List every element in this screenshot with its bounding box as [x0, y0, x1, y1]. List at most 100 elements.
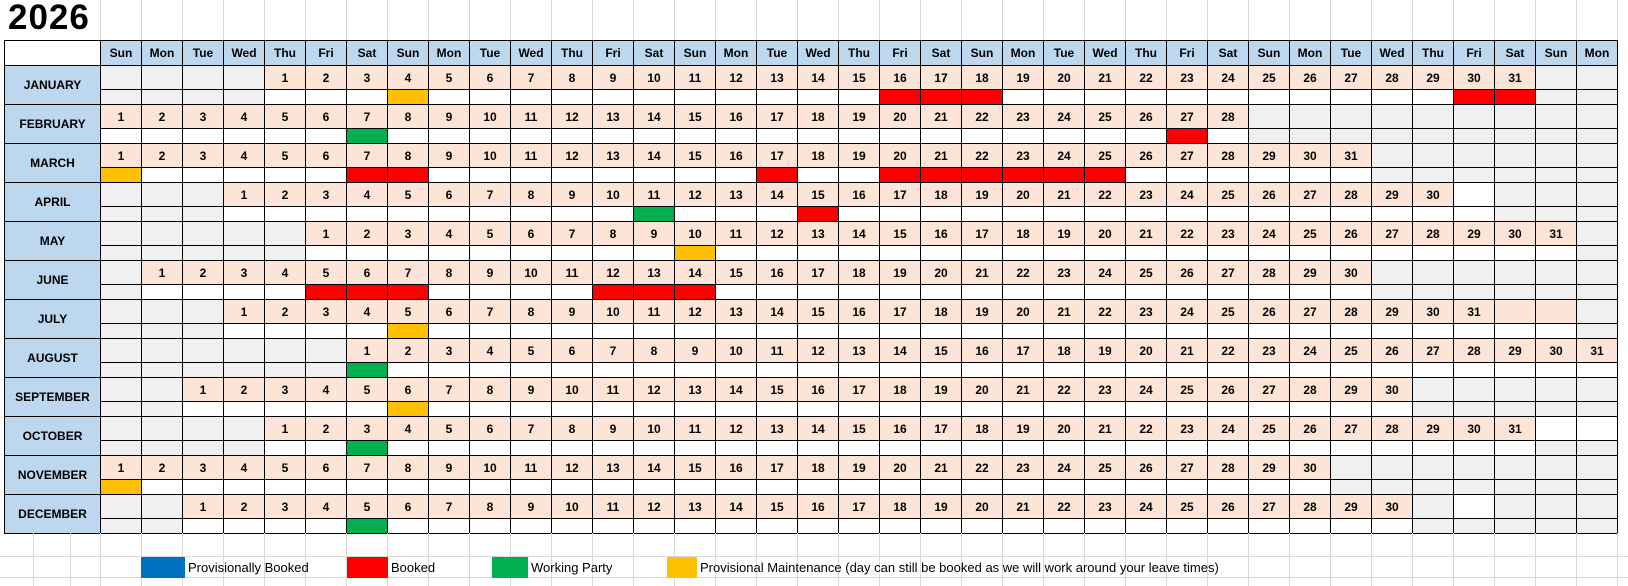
day-cell[interactable]: 15	[674, 104, 716, 129]
day-cell[interactable]: 17	[879, 182, 921, 207]
day-cell[interactable]: 16	[879, 416, 921, 441]
day-cell[interactable]: 7	[551, 221, 593, 246]
day-cell[interactable]	[1453, 494, 1495, 519]
day-cell[interactable]: 14	[879, 338, 921, 363]
mark-cell[interactable]	[674, 167, 716, 183]
day-cell[interactable]: 2	[141, 104, 183, 129]
mark-cell-working[interactable]	[346, 362, 388, 378]
day-cell[interactable]: 3	[264, 377, 306, 402]
day-cell[interactable]: 12	[797, 338, 839, 363]
mark-cell[interactable]	[100, 518, 142, 534]
day-cell[interactable]: 3	[182, 104, 224, 129]
day-cell[interactable]: 30	[1453, 65, 1495, 90]
day-cell[interactable]: 16	[838, 182, 880, 207]
mark-cell[interactable]	[428, 128, 470, 144]
mark-cell-booked[interactable]	[879, 167, 921, 183]
mark-cell[interactable]	[838, 362, 880, 378]
day-cell[interactable]: 4	[469, 338, 511, 363]
day-cell[interactable]: 1	[346, 338, 388, 363]
mark-cell[interactable]	[469, 245, 511, 261]
mark-cell[interactable]	[1535, 206, 1577, 222]
day-cell[interactable]: 16	[715, 104, 757, 129]
day-cell[interactable]: 9	[469, 260, 511, 285]
day-cell[interactable]: 18	[961, 65, 1003, 90]
mark-cell[interactable]	[1412, 128, 1454, 144]
day-cell[interactable]	[141, 494, 183, 519]
mark-cell[interactable]	[1535, 440, 1577, 456]
mark-cell[interactable]	[551, 401, 593, 417]
day-cell[interactable]: 16	[756, 260, 798, 285]
day-cell[interactable]: 23	[1084, 377, 1126, 402]
day-cell[interactable]: 7	[469, 182, 511, 207]
mark-cell[interactable]	[182, 245, 224, 261]
mark-cell[interactable]	[1453, 206, 1495, 222]
day-cell[interactable]: 27	[1289, 299, 1331, 324]
mark-cell[interactable]	[1535, 362, 1577, 378]
day-cell[interactable]: 5	[305, 260, 347, 285]
day-cell[interactable]: 10	[592, 182, 634, 207]
mark-cell[interactable]	[1248, 323, 1290, 339]
mark-cell[interactable]	[1084, 401, 1126, 417]
day-cell[interactable]	[223, 65, 265, 90]
day-cell[interactable]: 12	[756, 221, 798, 246]
mark-cell[interactable]	[469, 518, 511, 534]
day-cell[interactable]: 29	[1289, 260, 1331, 285]
mark-cell[interactable]	[797, 167, 839, 183]
mark-cell[interactable]	[1002, 284, 1044, 300]
day-cell[interactable]: 9	[551, 299, 593, 324]
mark-cell[interactable]	[633, 401, 675, 417]
day-cell[interactable]: 14	[633, 143, 675, 168]
day-cell[interactable]: 21	[1166, 338, 1208, 363]
mark-cell[interactable]	[510, 362, 552, 378]
mark-cell[interactable]	[879, 128, 921, 144]
day-cell[interactable]	[1576, 494, 1618, 519]
mark-cell[interactable]	[1535, 128, 1577, 144]
mark-cell[interactable]	[1453, 245, 1495, 261]
mark-cell[interactable]	[1002, 479, 1044, 495]
mark-cell-booked[interactable]	[961, 167, 1003, 183]
day-cell[interactable]: 22	[1166, 221, 1208, 246]
day-cell[interactable]: 13	[592, 104, 634, 129]
day-cell[interactable]: 6	[305, 104, 347, 129]
mark-cell[interactable]	[1043, 206, 1085, 222]
mark-cell[interactable]	[141, 89, 183, 105]
mark-cell-maintenance[interactable]	[100, 167, 142, 183]
day-cell[interactable]: 28	[1453, 338, 1495, 363]
day-cell[interactable]: 8	[469, 494, 511, 519]
day-cell[interactable]: 29	[1494, 338, 1536, 363]
mark-cell[interactable]	[264, 323, 306, 339]
day-cell[interactable]: 10	[592, 299, 634, 324]
day-cell[interactable]: 30	[1535, 338, 1577, 363]
mark-cell[interactable]	[428, 518, 470, 534]
day-cell[interactable]: 9	[633, 221, 675, 246]
mark-cell[interactable]	[182, 284, 224, 300]
mark-cell[interactable]	[715, 89, 757, 105]
mark-cell[interactable]	[592, 401, 634, 417]
mark-cell[interactable]	[1125, 89, 1167, 105]
day-cell[interactable]: 25	[1125, 260, 1167, 285]
day-cell[interactable]: 31	[1330, 143, 1372, 168]
day-cell[interactable]: 6	[387, 494, 429, 519]
day-cell[interactable]: 3	[223, 260, 265, 285]
mark-cell[interactable]	[305, 167, 347, 183]
day-cell[interactable]: 17	[797, 260, 839, 285]
day-cell[interactable]: 29	[1412, 65, 1454, 90]
mark-cell[interactable]	[1453, 401, 1495, 417]
mark-cell[interactable]	[633, 323, 675, 339]
day-cell[interactable]: 26	[1125, 104, 1167, 129]
day-cell[interactable]: 25	[1330, 338, 1372, 363]
day-cell[interactable]: 9	[551, 182, 593, 207]
mark-cell[interactable]	[551, 167, 593, 183]
day-cell[interactable]: 1	[223, 299, 265, 324]
day-cell[interactable]: 28	[1207, 104, 1249, 129]
mark-cell[interactable]	[1207, 401, 1249, 417]
mark-cell[interactable]	[1166, 245, 1208, 261]
mark-cell-booked[interactable]	[879, 89, 921, 105]
mark-cell[interactable]	[264, 479, 306, 495]
day-cell[interactable]: 19	[879, 260, 921, 285]
day-cell[interactable]: 15	[879, 221, 921, 246]
day-cell[interactable]	[1535, 455, 1577, 480]
mark-cell[interactable]	[920, 206, 962, 222]
day-cell[interactable]: 11	[674, 416, 716, 441]
mark-cell[interactable]	[1330, 518, 1372, 534]
